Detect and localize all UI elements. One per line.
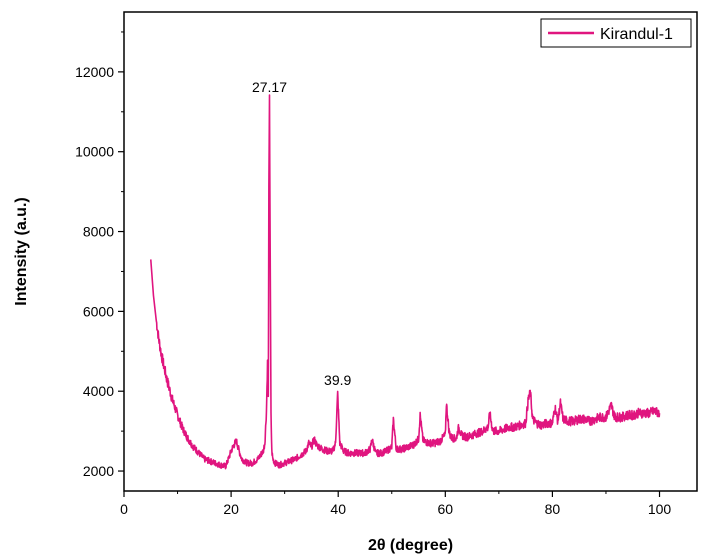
legend: Kirandul-1: [540, 18, 692, 48]
tick-label-layer: 0 20 40 60 80 100 2000 4000 6000 8000 10000 12000: [75, 64, 671, 517]
series-layer: [149, 94, 661, 470]
x-tick-label: 100: [648, 501, 672, 517]
x-axis-title: 2θ (degree): [368, 537, 453, 554]
y-tick-label: 8000: [83, 224, 114, 240]
x-tick-label: 20: [223, 501, 239, 517]
x-tick-label: 80: [545, 501, 561, 517]
series-line-kirandul-1: [149, 94, 661, 470]
tick-layer: [118, 31, 661, 497]
x-tick-label: 0: [120, 501, 128, 517]
legend-label: Kirandul-1: [600, 26, 673, 43]
peak-annotation: 27.17: [252, 79, 287, 95]
y-axis-title: Intensity (a.u.): [13, 197, 30, 305]
y-tick-label: 10000: [75, 144, 114, 160]
y-tick-label: 2000: [83, 463, 114, 479]
annotation-layer: 27.17 39.9: [252, 79, 352, 388]
y-tick-label: 12000: [75, 64, 114, 80]
plot-frame: [123, 11, 698, 492]
peak-annotation: 39.9: [324, 372, 351, 388]
y-tick-label: 4000: [83, 383, 114, 399]
x-tick-label: 40: [330, 501, 346, 517]
y-tick-label: 6000: [83, 303, 114, 319]
x-tick-label: 60: [438, 501, 454, 517]
